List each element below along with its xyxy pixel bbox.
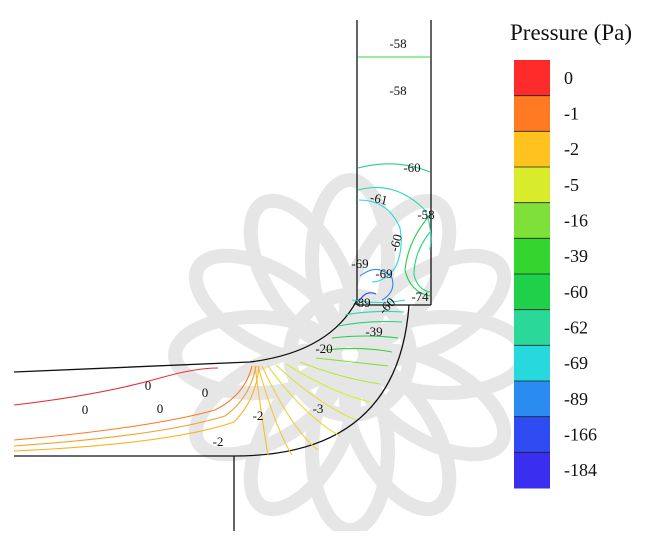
colorbar-tick-label: -69 <box>564 353 588 373</box>
contour-label: -69 <box>351 256 368 271</box>
colorbar-tick-label: -2 <box>564 139 579 159</box>
watermark-ring <box>283 288 417 422</box>
contour-label: -3 <box>313 401 324 416</box>
contour-line <box>413 231 431 293</box>
contour-label: 0 <box>157 401 164 416</box>
contour-label: 0 <box>82 402 89 417</box>
colorbar-tick-label: -60 <box>564 282 588 302</box>
colorbar-swatch <box>514 60 550 97</box>
contour-line <box>351 299 406 304</box>
colorbar-swatch <box>514 202 550 239</box>
colorbar-swatch <box>514 345 550 382</box>
contour-line <box>254 365 269 456</box>
contour-label: 0 <box>145 378 152 393</box>
contour-line <box>359 292 377 301</box>
contour-line <box>358 199 402 283</box>
colorbar-swatch <box>514 416 550 453</box>
watermark-petal <box>243 193 362 352</box>
contour-label: 0 <box>202 385 209 400</box>
contour-label: -60 <box>403 160 420 175</box>
colorbar-swatch <box>514 381 550 418</box>
contour-line <box>257 365 293 456</box>
colorbar-swatch <box>514 167 550 204</box>
contour-line <box>324 347 393 353</box>
watermark-logo <box>168 173 532 536</box>
contour-line <box>13 365 253 441</box>
contour-line <box>331 335 399 339</box>
duct-outline <box>13 20 432 531</box>
colorbar-swatch <box>514 131 550 168</box>
contour-line <box>337 320 403 327</box>
contour-line <box>13 365 257 447</box>
contour-line <box>13 365 260 452</box>
contour-label: -2 <box>213 434 224 449</box>
colorbar-tick-label: 0 <box>564 68 573 88</box>
contour-line <box>344 310 405 316</box>
contour-line <box>267 365 341 437</box>
colorbar-swatch <box>514 95 550 132</box>
colorbar-tick-label: -89 <box>564 389 588 409</box>
colorbar-swatch <box>514 309 550 346</box>
contour-label: -60 <box>386 233 405 254</box>
colorbar-tick-label: -1 <box>564 104 579 124</box>
colorbar-tick-label: -166 <box>564 425 597 445</box>
colorbar-swatch <box>514 274 550 311</box>
colorbar-tick-label: -39 <box>564 246 588 266</box>
contour-label: -39 <box>365 324 382 339</box>
contour-label: -61 <box>369 189 389 207</box>
colorbar-tick-label: -16 <box>564 211 588 231</box>
contour-line <box>404 214 431 297</box>
colorbar-tick-label: -5 <box>564 175 579 195</box>
contour-line <box>275 364 357 421</box>
contour-line <box>315 357 389 367</box>
contour-label: -69 <box>375 266 392 281</box>
colorbar-swatch <box>514 452 550 489</box>
contour-line <box>285 363 371 403</box>
legend-title: Pressure (Pa) <box>510 20 632 45</box>
colorbar: 0 -1 -2 -5 -16 -39 -60 -62 -69 -89 -166 -184 <box>514 60 597 489</box>
contour-line <box>299 361 381 385</box>
colorbar-tick-label: -62 <box>564 318 588 338</box>
colorbar-swatch <box>514 238 550 275</box>
contour-label: -74 <box>411 289 429 304</box>
contour-line <box>359 268 394 301</box>
contour-label: -2 <box>253 408 264 423</box>
contour-label: -20 <box>315 341 332 356</box>
colorbar-tick-label: -184 <box>564 460 597 480</box>
contour-line <box>357 186 432 251</box>
contour-line <box>261 365 319 451</box>
contour-line <box>13 367 219 406</box>
pressure-contour-lines <box>13 56 432 456</box>
contour-line <box>357 163 431 173</box>
contour-label: -58 <box>389 36 406 51</box>
contour-label: -58 <box>389 83 406 98</box>
contour-label: -58 <box>417 207 434 222</box>
contour-label: -89 <box>353 295 370 310</box>
